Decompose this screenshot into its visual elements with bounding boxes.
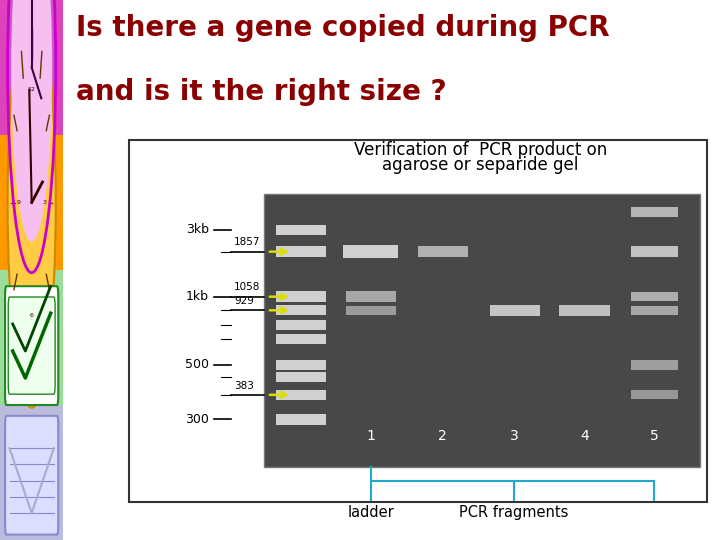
- Text: 12: 12: [28, 87, 35, 92]
- Bar: [631, 390, 678, 399]
- Bar: [418, 246, 468, 258]
- Bar: [346, 292, 396, 302]
- Bar: [276, 305, 326, 315]
- FancyBboxPatch shape: [8, 297, 55, 394]
- Text: 1: 1: [366, 429, 375, 443]
- Bar: [343, 245, 398, 259]
- Text: 6: 6: [30, 313, 34, 318]
- Text: PCR fragments: PCR fragments: [459, 505, 568, 520]
- Bar: [0, 270, 63, 405]
- Text: agarose or separide gel: agarose or separide gel: [382, 156, 578, 174]
- Circle shape: [12, 0, 52, 242]
- FancyBboxPatch shape: [5, 286, 58, 405]
- Bar: [276, 225, 326, 235]
- Bar: [129, 140, 707, 502]
- Bar: [276, 320, 326, 330]
- Text: 300: 300: [185, 413, 209, 426]
- Bar: [631, 360, 678, 369]
- FancyBboxPatch shape: [5, 416, 58, 535]
- Text: ladder: ladder: [347, 505, 394, 520]
- Bar: [631, 306, 678, 315]
- Text: 4: 4: [580, 429, 589, 443]
- Text: 3: 3: [510, 429, 519, 443]
- Circle shape: [8, 0, 55, 408]
- Bar: [276, 360, 326, 370]
- Text: Verification of  PCR product on: Verification of PCR product on: [354, 141, 607, 159]
- Text: 9: 9: [17, 200, 20, 205]
- Bar: [0, 135, 63, 270]
- Bar: [631, 207, 678, 217]
- Text: 500: 500: [185, 359, 209, 372]
- Text: 383: 383: [234, 381, 254, 390]
- Bar: [276, 334, 326, 344]
- Bar: [276, 390, 326, 400]
- Text: and is it the right size ?: and is it the right size ?: [76, 78, 447, 106]
- Text: Is there a gene copied during PCR: Is there a gene copied during PCR: [76, 14, 610, 42]
- Bar: [276, 372, 326, 382]
- Text: 1058: 1058: [234, 282, 261, 292]
- Text: 3kb: 3kb: [186, 224, 209, 237]
- Text: 5: 5: [650, 429, 659, 443]
- Text: 2: 2: [438, 429, 447, 443]
- Bar: [0, 405, 63, 540]
- Bar: [0, 0, 63, 135]
- Bar: [276, 414, 326, 424]
- Text: 929: 929: [234, 296, 254, 306]
- Bar: [490, 305, 540, 316]
- Bar: [631, 292, 678, 301]
- Text: 1857: 1857: [234, 238, 261, 247]
- Circle shape: [8, 0, 55, 273]
- Bar: [276, 292, 326, 302]
- Bar: [559, 305, 610, 316]
- Bar: [346, 306, 396, 315]
- Bar: [276, 246, 326, 257]
- Bar: [264, 194, 701, 467]
- Text: 1kb: 1kb: [186, 290, 209, 303]
- Text: 3: 3: [43, 200, 47, 205]
- Bar: [631, 246, 678, 258]
